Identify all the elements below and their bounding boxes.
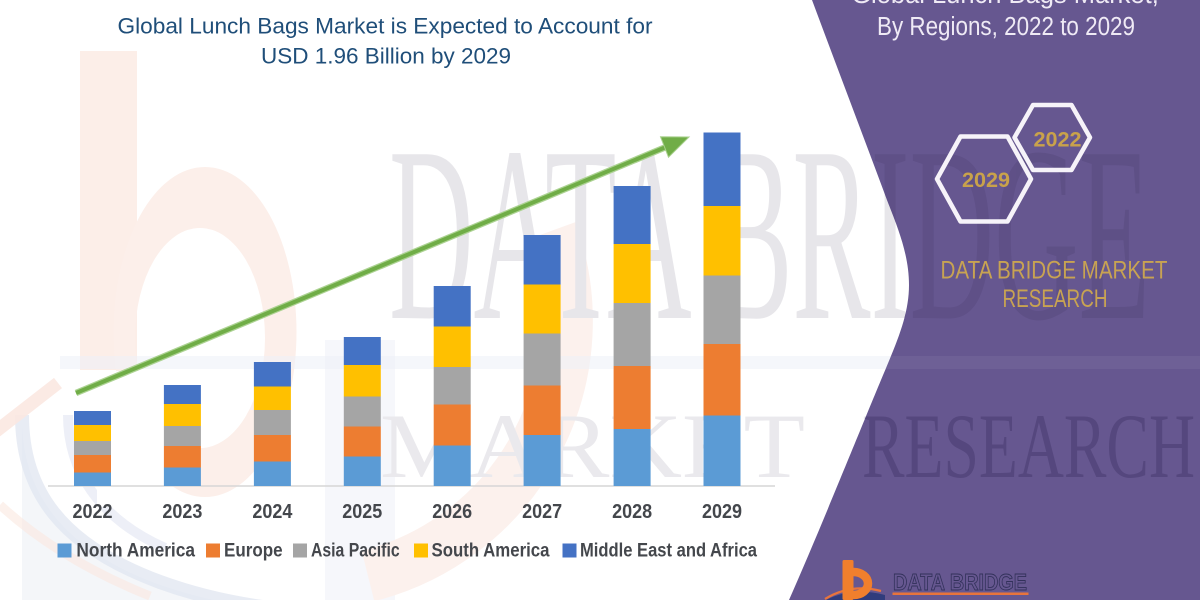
svg-text:USD 1.96 Billion by 2029: USD 1.96 Billion by 2029 [261,44,511,69]
svg-text:2028: 2028 [612,501,652,523]
svg-text:2022: 2022 [1034,129,1082,152]
svg-text:2025: 2025 [342,501,382,523]
svg-text:South America: South America [432,541,550,562]
svg-text:DATA BRIDGE: DATA BRIDGE [893,569,1027,595]
svg-text:North America: North America [76,541,195,562]
svg-text:2026: 2026 [432,501,472,523]
svg-text:Asia Pacific: Asia Pacific [311,541,400,562]
svg-text:2029: 2029 [702,501,742,523]
svg-text:2027: 2027 [522,501,562,523]
svg-text:Global Lunch Bags Market is Ex: Global Lunch Bags Market is Expected to … [118,14,654,39]
svg-text:RESEARCH: RESEARCH [862,395,1195,497]
svg-text:2022: 2022 [73,501,113,523]
svg-text:Europe: Europe [224,541,283,562]
svg-text:RESEARCH: RESEARCH [1003,285,1108,313]
svg-text:DATA BRIDGE MARKET: DATA BRIDGE MARKET [941,257,1168,285]
svg-text:2023: 2023 [162,501,202,523]
svg-text:2029: 2029 [962,168,1010,192]
svg-text:Middle East and Africa: Middle East and Africa [580,541,757,562]
svg-text:Global Lunch Bags Market,: Global Lunch Bags Market, [851,0,1159,9]
svg-text:2024: 2024 [252,501,293,523]
svg-text:By Regions, 2022 to 2029: By Regions, 2022 to 2029 [877,13,1135,41]
